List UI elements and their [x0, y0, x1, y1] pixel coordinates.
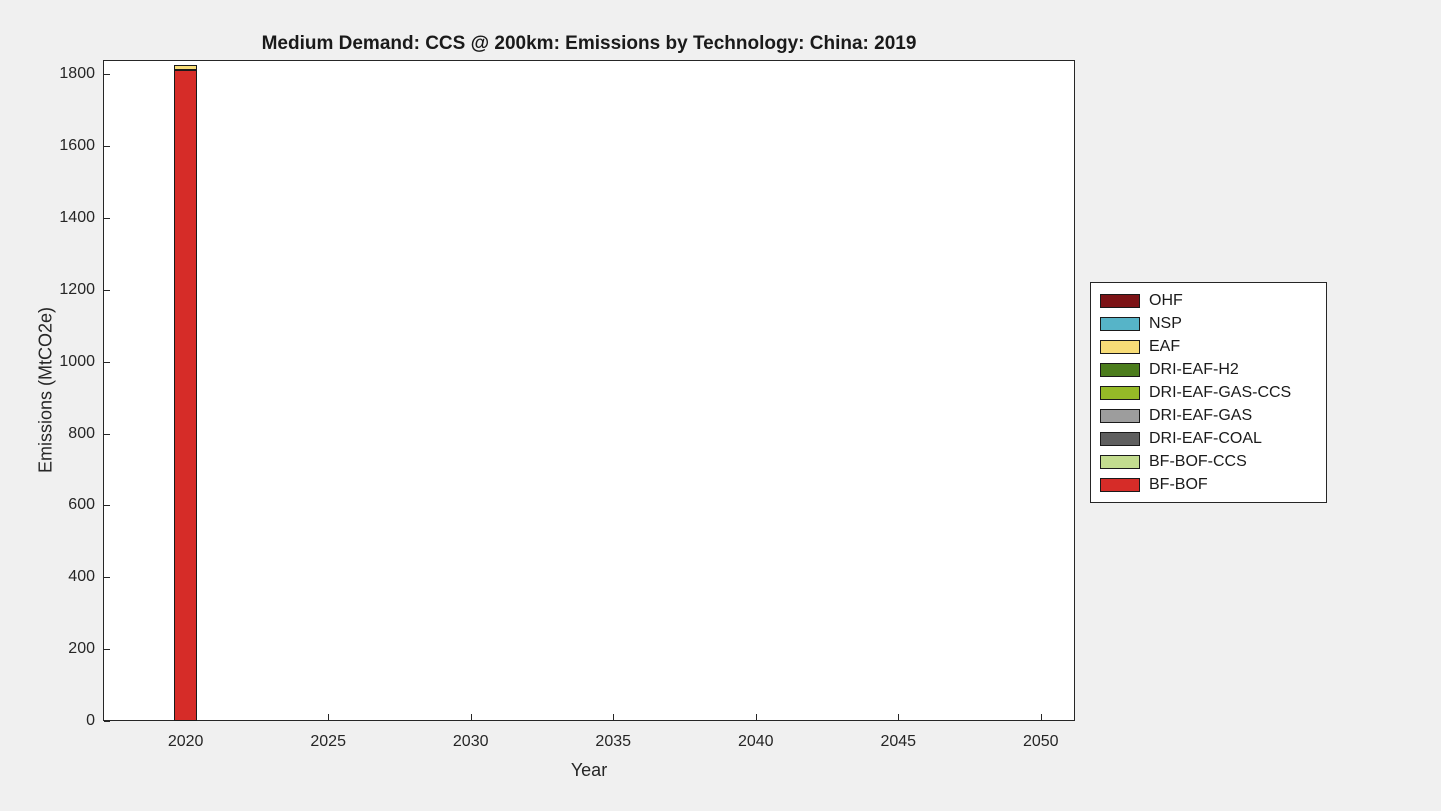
legend-entry: OHF [1100, 289, 1326, 312]
legend-swatch-icon [1100, 339, 1140, 354]
y-axis-label: Emissions (MtCO2e) [35, 306, 56, 474]
y-tick-label: 400 [68, 568, 95, 586]
legend-label: DRI-EAF-GAS-CCS [1149, 383, 1292, 401]
y-tick-mark [104, 505, 110, 507]
legend-entry: BF-BOF-CCS [1100, 450, 1326, 473]
plot-area [103, 60, 1075, 721]
x-tick-label: 2025 [310, 733, 346, 750]
legend-label: NSP [1149, 314, 1182, 332]
y-tick-mark [104, 218, 110, 220]
x-tick-mark [328, 714, 330, 720]
legend-swatch-icon [1100, 431, 1140, 446]
x-tick-label: 2040 [737, 733, 774, 750]
x-tick-label: 2045 [880, 733, 917, 750]
legend-entry: DRI-EAF-GAS [1100, 404, 1326, 427]
chart-title: Medium Demand: CCS @ 200km: Emissions by… [261, 33, 917, 54]
bar-segment-bf-bof [174, 70, 198, 721]
x-tick-label: 2020 [167, 733, 204, 750]
legend-entry: EAF [1100, 335, 1326, 358]
x-tick-mark [755, 714, 757, 720]
y-tick-label: 800 [68, 424, 95, 442]
y-tick-mark [104, 361, 110, 363]
legend-label: BF-BOF [1149, 475, 1208, 493]
y-tick-mark [104, 433, 110, 435]
legend-entry: DRI-EAF-H2 [1100, 358, 1326, 381]
y-tick-label: 1000 [59, 352, 95, 370]
y-tick-mark [104, 74, 110, 76]
legend-swatch-icon [1100, 293, 1140, 308]
legend-entry: DRI-EAF-COAL [1100, 427, 1326, 450]
y-tick-mark [104, 289, 110, 291]
legend: OHF NSP EAF DRI-EAF-H2 DRI-EAF-GAS-CCS DRI-EA… [1090, 282, 1327, 503]
y-tick-label: 1600 [59, 137, 95, 155]
y-tick-mark [104, 649, 110, 651]
legend-label: DRI-EAF-GAS [1149, 406, 1253, 424]
x-tick-label: 2050 [1022, 733, 1059, 750]
legend-entry: NSP [1100, 312, 1326, 335]
y-tick-label: 200 [68, 640, 95, 658]
legend-label: DRI-EAF-COAL [1149, 429, 1262, 447]
x-axis-label: Year [570, 760, 608, 780]
y-tick-mark [104, 721, 110, 722]
legend-swatch-icon [1100, 316, 1140, 331]
legend-swatch-icon [1100, 362, 1140, 377]
y-tick-mark [104, 146, 110, 148]
y-tick-mark [104, 577, 110, 579]
x-tick-mark [1040, 714, 1042, 720]
y-tick-label: 600 [68, 496, 95, 514]
x-tick-label: 2030 [452, 733, 489, 750]
legend-swatch-icon [1100, 385, 1140, 400]
legend-swatch-icon [1100, 477, 1140, 492]
x-tick-mark [470, 714, 472, 720]
legend-label: EAF [1149, 337, 1181, 355]
y-tick-label: 1200 [59, 280, 95, 298]
legend-swatch-icon [1100, 408, 1140, 423]
legend-label: OHF [1149, 291, 1183, 309]
legend-label: BF-BOF-CCS [1149, 452, 1247, 470]
legend-entry: DRI-EAF-GAS-CCS [1100, 381, 1326, 404]
y-tick-label: 1800 [59, 65, 95, 83]
x-tick-label: 2035 [595, 733, 632, 750]
legend-swatch-icon [1100, 454, 1140, 469]
x-tick-mark [613, 714, 615, 720]
x-tick-mark [898, 714, 900, 720]
legend-label: DRI-EAF-H2 [1149, 360, 1239, 378]
y-tick-label: 1400 [59, 209, 95, 227]
y-tick-label: 0 [86, 712, 95, 729]
bar-segment-eaf [174, 64, 198, 71]
legend-entry: BF-BOF [1100, 473, 1326, 496]
